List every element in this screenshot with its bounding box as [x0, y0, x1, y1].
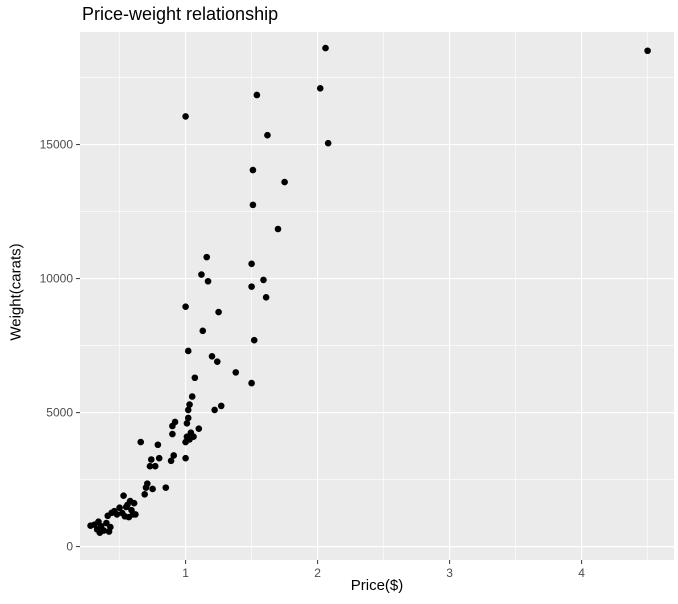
x-tick-label: 3: [446, 566, 453, 580]
x-tick-label: 4: [578, 566, 585, 580]
data-point: [281, 178, 288, 186]
chart-title: Price-weight relationship: [82, 4, 279, 24]
data-point: [190, 433, 197, 441]
data-point: [154, 441, 162, 449]
data-point: [217, 402, 225, 410]
data-point: [146, 462, 154, 470]
data-point: [208, 353, 216, 360]
data-point: [203, 253, 211, 261]
data-point: [170, 452, 178, 459]
data-point: [184, 347, 192, 355]
data-point: [248, 379, 255, 387]
data-point: [100, 527, 108, 534]
data-point: [130, 499, 138, 507]
data-point: [274, 225, 282, 233]
major-gridlines: [80, 32, 674, 560]
data-point: [204, 277, 212, 285]
y-axis-label: Weight(carats): [7, 243, 25, 341]
data-point: [183, 420, 191, 427]
data-point: [191, 374, 199, 382]
data-point: [195, 425, 203, 432]
data-point: [184, 414, 192, 422]
data-point: [149, 485, 156, 493]
data-point: [116, 504, 123, 512]
data-point: [182, 454, 189, 462]
y-axis-ticks: 0 5000 10000 15000: [40, 138, 80, 554]
y-tick-label: 0: [66, 540, 73, 554]
data-point: [232, 369, 240, 376]
data-point: [167, 457, 175, 465]
data-point: [248, 283, 255, 290]
data-point: [107, 523, 114, 531]
data-point: [211, 406, 218, 414]
data-points: [87, 44, 651, 536]
data-point: [199, 327, 207, 335]
data-point: [182, 113, 189, 120]
data-point: [264, 131, 271, 139]
data-point: [171, 418, 179, 426]
data-point: [262, 294, 270, 301]
data-point: [644, 47, 651, 55]
x-axis-ticks: 1 2 3 4: [182, 560, 585, 580]
data-point: [215, 308, 222, 316]
data-point: [182, 303, 189, 311]
x-tick-label: 1: [182, 566, 189, 580]
x-tick-label: 2: [314, 566, 321, 580]
data-point: [324, 139, 332, 147]
data-point: [103, 519, 110, 527]
data-point: [141, 491, 148, 498]
data-point: [316, 84, 324, 92]
y-tick-label: 5000: [46, 406, 73, 420]
data-point: [186, 401, 193, 408]
data-point: [162, 484, 170, 491]
data-point: [113, 511, 121, 518]
data-point: [169, 430, 176, 438]
data-point: [188, 393, 196, 400]
data-point: [249, 201, 257, 209]
minor-gridlines: [80, 32, 674, 560]
data-point: [151, 462, 159, 470]
data-point: [132, 511, 139, 518]
y-tick-label: 15000: [40, 138, 74, 152]
data-point: [250, 336, 258, 344]
data-point: [213, 358, 221, 365]
data-point: [249, 166, 257, 174]
x-axis-label: Price($): [350, 577, 404, 594]
data-point: [198, 271, 205, 278]
plot-panel: [80, 32, 674, 560]
data-point: [144, 480, 151, 487]
data-point: [137, 438, 145, 446]
data-point: [184, 406, 192, 414]
data-point: [260, 276, 267, 284]
data-point: [155, 454, 163, 462]
y-tick-label: 10000: [40, 272, 74, 286]
data-point: [253, 91, 261, 99]
data-point: [120, 492, 127, 499]
data-point: [322, 44, 329, 52]
data-point: [147, 456, 155, 463]
data-point: [248, 260, 255, 268]
